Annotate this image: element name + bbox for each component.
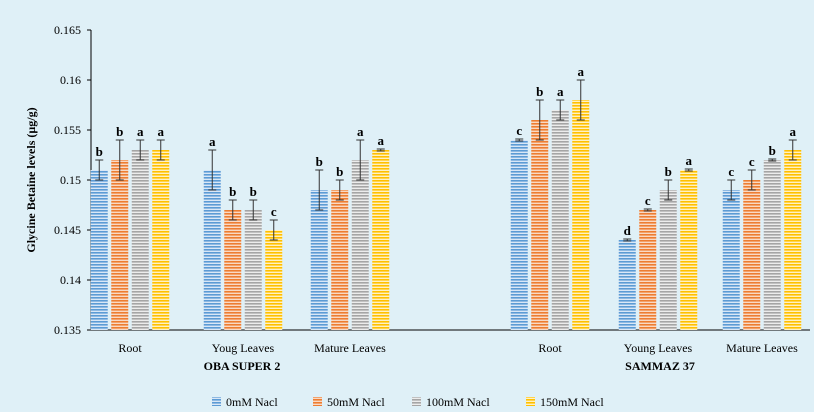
bar [743, 180, 761, 330]
legend-swatch [212, 397, 221, 406]
y-tick-label: 0.165 [54, 23, 81, 37]
category-label: Mature Leaves [726, 341, 798, 355]
bar [680, 170, 698, 330]
significance-letter: c [271, 204, 277, 219]
legend: 0mM Nacl 50mM Nacl 100mM Nacl 150mM Nacl [212, 395, 604, 409]
y-tick-label: 0.135 [54, 323, 81, 337]
bar [331, 190, 349, 330]
bar [659, 190, 677, 330]
significance-letter: b [665, 164, 672, 179]
group-label: SAMMAZ 37 [625, 359, 695, 373]
bar [572, 100, 590, 330]
significance-letter: b [250, 184, 257, 199]
y-axis-label: Glycine Betaine levels (µg/g) [24, 107, 38, 252]
significance-letter: a [378, 133, 385, 148]
category-label: Root [538, 341, 562, 355]
significance-letter: c [516, 123, 522, 138]
significance-letter: d [624, 223, 632, 238]
bar [224, 210, 242, 330]
bar [784, 150, 802, 330]
bar [310, 190, 328, 330]
bar [531, 120, 549, 330]
legend-swatch [412, 397, 421, 406]
bar [551, 110, 569, 330]
y-tick-label: 0.145 [54, 223, 81, 237]
significance-letter: b [316, 154, 323, 169]
bar [510, 140, 528, 330]
bar [244, 210, 262, 330]
significance-letter: a [686, 153, 693, 168]
legend-swatch [526, 397, 535, 406]
bar [90, 170, 108, 330]
bar [351, 160, 369, 330]
bar [152, 150, 170, 330]
bar [131, 150, 149, 330]
significance-letter: b [96, 144, 103, 159]
legend-label: 150mM Nacl [540, 395, 604, 409]
significance-letter: a [137, 124, 144, 139]
category-label: Young Leaves [624, 341, 693, 355]
significance-letter: a [209, 134, 216, 149]
bar [763, 160, 781, 330]
significance-letter: b [336, 164, 343, 179]
y-tick-label: 0.15 [60, 173, 81, 187]
bar [111, 160, 129, 330]
bar [265, 230, 283, 330]
significance-letter: c [749, 154, 755, 169]
y-tick-label: 0.14 [60, 273, 81, 287]
category-label: Youg Leaves [212, 341, 275, 355]
group-label: OBA SUPER 2 [204, 359, 281, 373]
legend-label: 0mM Nacl [226, 395, 278, 409]
significance-letter: a [557, 84, 564, 99]
bar [203, 170, 221, 330]
y-tick-label: 0.155 [54, 123, 81, 137]
category-label: Mature Leaves [314, 341, 386, 355]
category-label: Root [118, 341, 142, 355]
significance-letter: a [578, 64, 585, 79]
significance-letter: c [645, 193, 651, 208]
significance-letter: b [229, 184, 236, 199]
significance-letter: b [536, 84, 543, 99]
bar [618, 240, 636, 330]
y-ticks: 0.135 0.14 0.145 0.15 0.155 0.16 0.165 [54, 23, 91, 337]
significance-letter: b [116, 124, 123, 139]
significance-letter: a [790, 124, 797, 139]
bar [639, 210, 657, 330]
significance-letter: a [357, 124, 364, 139]
y-tick-label: 0.16 [60, 73, 81, 87]
legend-label: 100mM Nacl [426, 395, 490, 409]
significance-letter: a [158, 124, 165, 139]
bar [372, 150, 390, 330]
legend-swatch [313, 397, 322, 406]
significance-letter: b [769, 143, 776, 158]
legend-label: 50mM Nacl [327, 395, 385, 409]
significance-letter: c [728, 164, 734, 179]
x-labels: Root Youg Leaves Mature Leaves OBA SUPER 2 R… [118, 341, 798, 373]
bar [722, 190, 740, 330]
